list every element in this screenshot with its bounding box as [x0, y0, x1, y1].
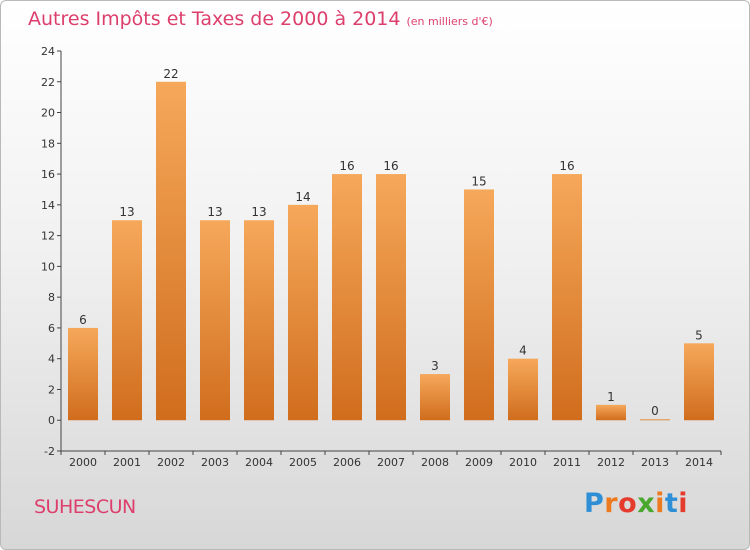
data-label: 13 [119, 205, 134, 219]
y-tick-label: 6 [48, 322, 55, 335]
bar [200, 220, 230, 421]
y-tick-label: 24 [41, 45, 55, 58]
logo-letter: o [618, 488, 638, 519]
bar [156, 81, 186, 421]
y-tick-label: 10 [41, 260, 55, 273]
bar [288, 204, 318, 421]
data-label: 6 [79, 313, 87, 327]
data-label: 16 [339, 159, 354, 173]
bar [552, 174, 582, 421]
data-label: 16 [559, 159, 574, 173]
place-name: SUHESCUN [34, 496, 136, 518]
data-label: 4 [519, 344, 527, 358]
bar [68, 327, 98, 421]
y-tick-label: 8 [48, 291, 55, 304]
y-tick-label: 12 [41, 230, 55, 243]
bar [420, 374, 450, 421]
data-label: 5 [695, 328, 703, 342]
data-label: 15 [471, 174, 486, 188]
bar [684, 343, 714, 421]
y-tick-label: 22 [41, 76, 55, 89]
data-label: 22 [163, 67, 178, 81]
logo-letter: r [604, 488, 619, 519]
x-tick-label: 2000 [69, 456, 97, 469]
data-label: 14 [295, 190, 310, 204]
data-label: 0 [651, 404, 659, 418]
data-label: 16 [383, 159, 398, 173]
logo-letter: i [655, 488, 665, 519]
bar [640, 419, 670, 421]
x-tick-label: 2005 [289, 456, 317, 469]
x-tick-label: 2004 [245, 456, 273, 469]
bar [464, 189, 494, 421]
bar [376, 174, 406, 421]
data-label: 13 [251, 205, 266, 219]
x-tick-label: 2001 [113, 456, 141, 469]
chart-title-block: Autres Impôts et Taxes de 2000 à 2014 (en… [28, 8, 493, 30]
x-tick-label: 2008 [421, 456, 449, 469]
x-tick-label: 2007 [377, 456, 405, 469]
x-tick-label: 2009 [465, 456, 493, 469]
y-tick-label: 2 [48, 383, 55, 396]
proxiti-logo: Proxiti [584, 488, 688, 519]
x-tick-label: 2010 [509, 456, 537, 469]
data-label: 1 [607, 390, 615, 404]
x-tick-label: 2013 [641, 456, 669, 469]
data-label: 3 [431, 359, 439, 373]
y-tick-label: 16 [41, 168, 55, 181]
bar [596, 404, 626, 421]
data-label: 13 [207, 205, 222, 219]
x-tick-label: 2002 [157, 456, 185, 469]
chart-subtitle: (en milliers d'€) [406, 15, 493, 28]
x-tick-label: 2012 [597, 456, 625, 469]
y-tick-label: 4 [48, 353, 55, 366]
bar [332, 174, 362, 421]
x-tick-label: 2014 [685, 456, 713, 469]
chart-title: Autres Impôts et Taxes de 2000 à 2014 [28, 8, 401, 30]
bar [244, 220, 274, 421]
logo-letter: t [664, 488, 679, 519]
y-tick-label: -2 [44, 445, 55, 458]
x-tick-label: 2011 [553, 456, 581, 469]
y-tick-label: 20 [41, 107, 55, 120]
bar [112, 220, 142, 421]
x-tick-label: 2003 [201, 456, 229, 469]
y-tick-label: 18 [41, 137, 55, 150]
x-tick-label: 2006 [333, 456, 361, 469]
y-tick-label: 14 [41, 199, 55, 212]
bar [508, 358, 538, 421]
logo-letter: P [584, 488, 605, 519]
logo-letter: x [637, 488, 656, 519]
logo-letter: i [678, 488, 689, 519]
y-tick-label: 0 [48, 414, 55, 427]
